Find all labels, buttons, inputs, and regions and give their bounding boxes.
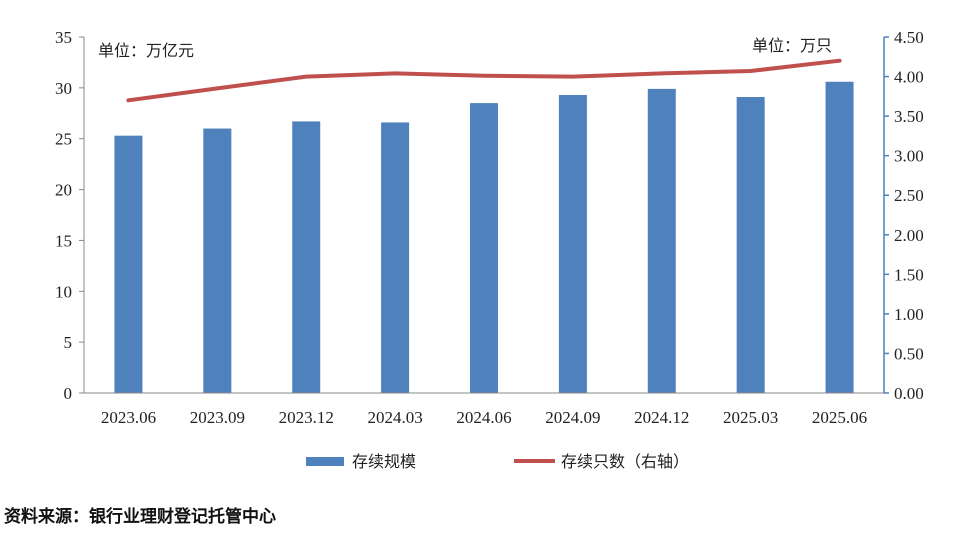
- source-note: 资料来源：银行业理财登记托管中心: [4, 507, 276, 527]
- left-axis-tick-label: 10: [55, 282, 72, 301]
- left-unit-label: 单位：万亿元: [98, 41, 194, 60]
- right-axis-tick-label: 4.50: [894, 28, 924, 47]
- x-axis-tick-label: 2023.06: [101, 408, 156, 427]
- x-axis-tick-label: 2024.03: [367, 408, 422, 427]
- bar: [292, 121, 321, 394]
- legend-bar-label: 存续规模: [352, 452, 416, 471]
- x-axis-tick-label: 2024.12: [634, 408, 689, 427]
- left-axis-tick-label: 5: [64, 333, 73, 352]
- right-axis-tick-label: 1.50: [894, 265, 924, 284]
- right-axis-tick-label: 4.00: [894, 68, 924, 87]
- legend: 存续规模 存续只数（右轴）: [306, 452, 689, 471]
- bar: [470, 103, 498, 393]
- left-axis-tick-label: 25: [55, 130, 72, 149]
- bar: [736, 97, 765, 394]
- legend-bar-swatch: [306, 457, 344, 466]
- legend-line-label: 存续只数（右轴）: [561, 452, 689, 471]
- bar: [203, 128, 232, 394]
- right-axis-tick-label: 2.50: [894, 186, 924, 205]
- left-axis-tick-label: 0: [64, 384, 73, 403]
- left-axis-tick-label: 30: [55, 79, 72, 98]
- bar: [647, 88, 676, 394]
- bar-series: [114, 81, 854, 394]
- right-unit-label: 单位：万只: [752, 36, 832, 55]
- bar: [381, 122, 410, 393]
- x-axis-tick-label: 2025.06: [812, 408, 867, 427]
- line-series: [126, 58, 842, 103]
- x-axis-tick-label: 2024.09: [545, 408, 600, 427]
- right-axis-tick-label: 1.00: [894, 305, 924, 324]
- chart: 0 5 10 15 20 25 30 35 0.00 0.50 1.00 1.50 2.00 2.50 3.…: [55, 28, 924, 471]
- x-axis-tick-label: 2025.03: [723, 408, 778, 427]
- x-axis-tick-label: 2023.12: [279, 408, 334, 427]
- right-axis-tick-label: 0.50: [894, 344, 924, 363]
- bar: [114, 135, 143, 394]
- left-axis-tick-label: 20: [55, 181, 72, 200]
- series-line: [126, 58, 842, 103]
- bar: [825, 81, 854, 394]
- x-axis-tick-label: 2024.06: [456, 408, 511, 427]
- right-axis-tick-label: 3.50: [894, 107, 924, 126]
- right-axis-tick-label: 0.00: [894, 384, 924, 403]
- bar: [558, 94, 587, 393]
- axes: 0 5 10 15 20 25 30 35 0.00 0.50 1.00 1.50 2.00 2.50 3.…: [55, 28, 924, 427]
- left-axis-tick-label: 35: [55, 28, 72, 47]
- left-axis-tick-label: 15: [55, 231, 72, 250]
- right-axis-tick-label: 2.00: [894, 226, 924, 245]
- x-axis-tick-label: 2023.09: [190, 408, 245, 427]
- right-axis-tick-label: 3.00: [894, 147, 924, 166]
